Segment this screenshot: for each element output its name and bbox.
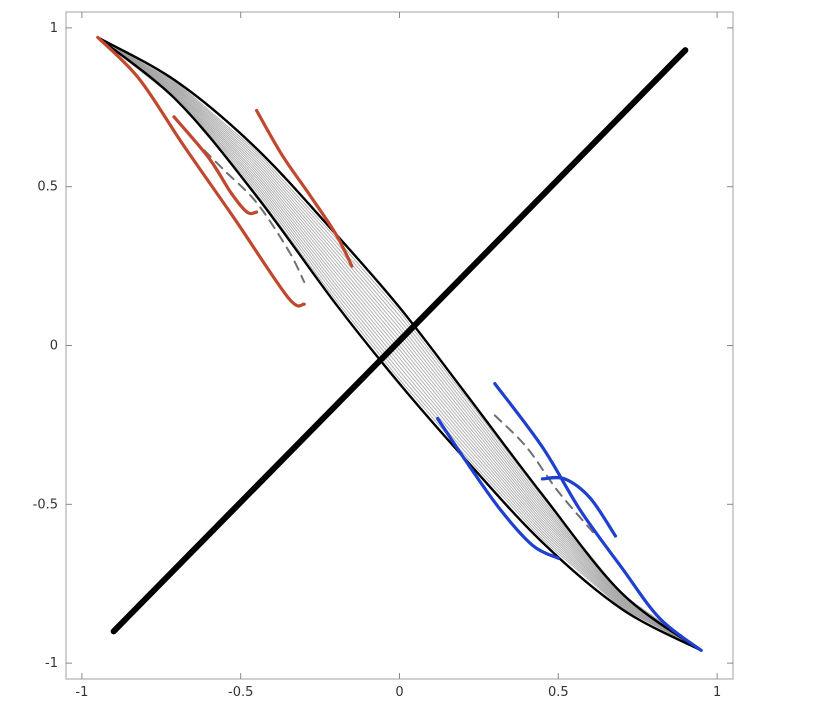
- y-axis-tick-labels: 1 0.5 0 -0.5 -1: [33, 21, 58, 671]
- boundary-lower-curve: [96, 36, 703, 652]
- region-fill-line: [97, 36, 702, 651]
- region-fill-line: [97, 37, 702, 651]
- y-tick-label: 0.5: [37, 180, 58, 195]
- y-tick-label: -1: [45, 656, 58, 671]
- region-fill-line: [97, 37, 702, 651]
- y-tick-label: -0.5: [33, 497, 58, 512]
- blue-curve: [436, 416, 560, 560]
- region-fill-line: [97, 36, 702, 651]
- dashed-curve: [493, 414, 598, 538]
- x-tick-label: 1: [713, 685, 721, 700]
- red-curve: [254, 108, 354, 268]
- x-tick-label: -0.5: [228, 685, 253, 700]
- x-tick-label: 0: [395, 685, 403, 700]
- y-tick-label: 0: [50, 339, 58, 354]
- series-layer: [96, 35, 703, 653]
- region-fill-line: [97, 36, 702, 651]
- dashed-curve: [192, 138, 306, 283]
- region-fill-line: [97, 37, 702, 651]
- region-fill-line: [97, 36, 702, 651]
- x-axis-tick-labels: -1 -0.5 0 0.5 1: [75, 685, 721, 700]
- red-curve: [96, 35, 306, 308]
- x-tick-label: -1: [75, 685, 88, 700]
- diagonal-line: [110, 47, 689, 635]
- axis-ticks: [66, 12, 733, 679]
- blue-curve: [540, 475, 618, 538]
- boundary-upper-curve: [96, 36, 703, 652]
- x-tick-label: 0.5: [548, 685, 569, 700]
- y-tick-label: 1: [50, 21, 58, 36]
- region-fill-line: [97, 37, 702, 651]
- red-curve: [172, 115, 259, 216]
- region-fill-line: [97, 37, 702, 651]
- blue-curve: [493, 382, 703, 653]
- region-fill-line: [97, 36, 702, 651]
